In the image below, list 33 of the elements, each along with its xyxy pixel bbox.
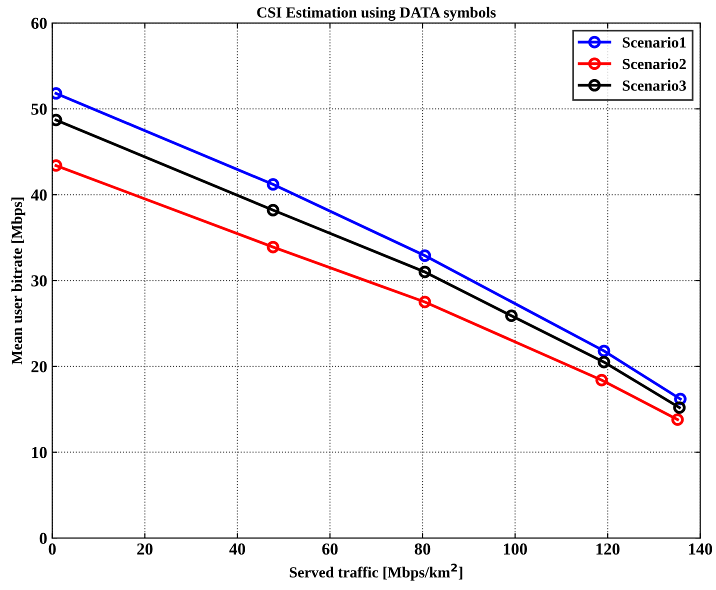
x-axis-title: Served traffic [Mbps/km$^{2}$]: [290, 564, 462, 581]
y-tick-label: 40: [30, 189, 47, 201]
x-tick-label: 0: [48, 543, 56, 555]
y-tick-label: 30: [31, 275, 47, 286]
x-tick-label: 80: [414, 543, 430, 555]
y-tick-label: 10: [32, 446, 47, 458]
point: [418, 249, 432, 262]
point: [266, 204, 280, 216]
point: [598, 356, 610, 368]
point: [266, 178, 280, 191]
point: [673, 401, 686, 414]
x-tick-label: 120: [596, 543, 620, 555]
chart-title: CSI Estimation using DATA symbols: [257, 6, 496, 21]
x-tick-label: 40: [229, 543, 246, 555]
y-tick-label: 0: [40, 532, 47, 544]
point: [505, 309, 518, 322]
y-tick-label: 60: [31, 18, 47, 29]
point: [595, 374, 608, 386]
x-tick-label: 60: [322, 543, 338, 555]
x-tick-label: 100: [504, 543, 527, 555]
point: [671, 413, 684, 426]
legend-label: Scenario1: [622, 36, 686, 48]
legend-label: Scenario3: [622, 80, 686, 91]
x-tick-label: 20: [137, 543, 153, 555]
y-tick-label: 50: [31, 104, 47, 115]
y-axis-title: Mean user bitrate [Mbps]: [11, 198, 26, 364]
legend-label: Scenario2: [622, 58, 686, 70]
y-tick-label: 20: [31, 361, 47, 372]
point: [598, 344, 610, 358]
point: [266, 240, 280, 254]
x-tick-label: 140: [689, 543, 712, 555]
point: [418, 266, 432, 278]
point: [418, 296, 432, 308]
